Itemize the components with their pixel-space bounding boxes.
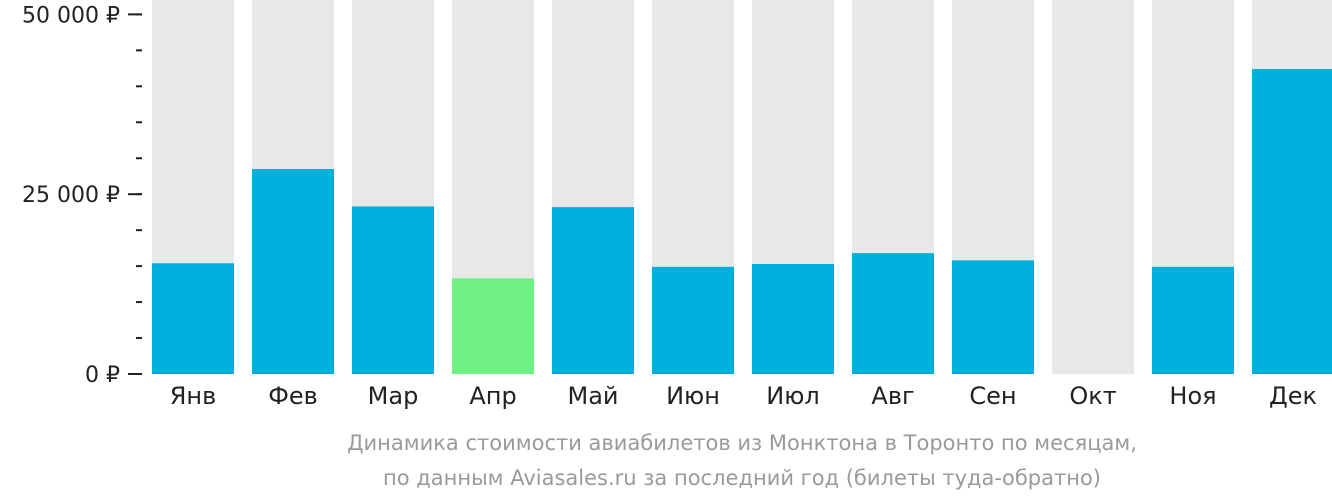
x-tick-label: Июл <box>766 382 820 410</box>
chart-title: Динамика стоимости авиабилетов из Монкто… <box>347 431 1137 455</box>
bar[interactable] <box>952 260 1034 374</box>
x-tick-label: Янв <box>170 382 217 410</box>
bar-background <box>1052 0 1134 374</box>
y-tick-label: 50 000 ₽ <box>22 3 120 28</box>
x-tick-label: Авг <box>871 382 914 410</box>
bar[interactable] <box>652 266 734 374</box>
y-axis: 50 000 ₽ 25 000 ₽ 0 ₽ <box>22 3 142 388</box>
bar[interactable] <box>252 169 334 374</box>
bar[interactable] <box>152 263 234 374</box>
y-tick-label: 25 000 ₽ <box>22 183 120 208</box>
chart-subtitle: по данным Aviasales.ru за последний год … <box>383 466 1101 490</box>
bar[interactable] <box>352 206 434 374</box>
bar[interactable] <box>852 253 934 374</box>
bars <box>152 69 1332 375</box>
x-tick-label: Мар <box>368 382 419 410</box>
x-tick-label: Май <box>567 382 618 410</box>
bar[interactable] <box>752 263 834 374</box>
x-tick-label: Окт <box>1069 382 1116 410</box>
x-tick-label: Фев <box>268 382 318 410</box>
bar[interactable] <box>1252 69 1332 375</box>
bar[interactable] <box>452 278 534 374</box>
x-tick-label: Июн <box>666 382 720 410</box>
y-tick-label: 0 ₽ <box>85 363 120 388</box>
bar[interactable] <box>552 207 634 374</box>
bar[interactable] <box>1152 266 1234 374</box>
x-tick-label: Сен <box>969 382 1016 410</box>
x-tick-label: Дек <box>1269 382 1317 410</box>
x-axis-labels: Янв Фев Мар Апр Май Июн Июл Авг Сен Окт Ноя Дек <box>170 382 1317 410</box>
x-tick-label: Апр <box>469 382 516 410</box>
x-tick-label: Ноя <box>1169 382 1216 410</box>
